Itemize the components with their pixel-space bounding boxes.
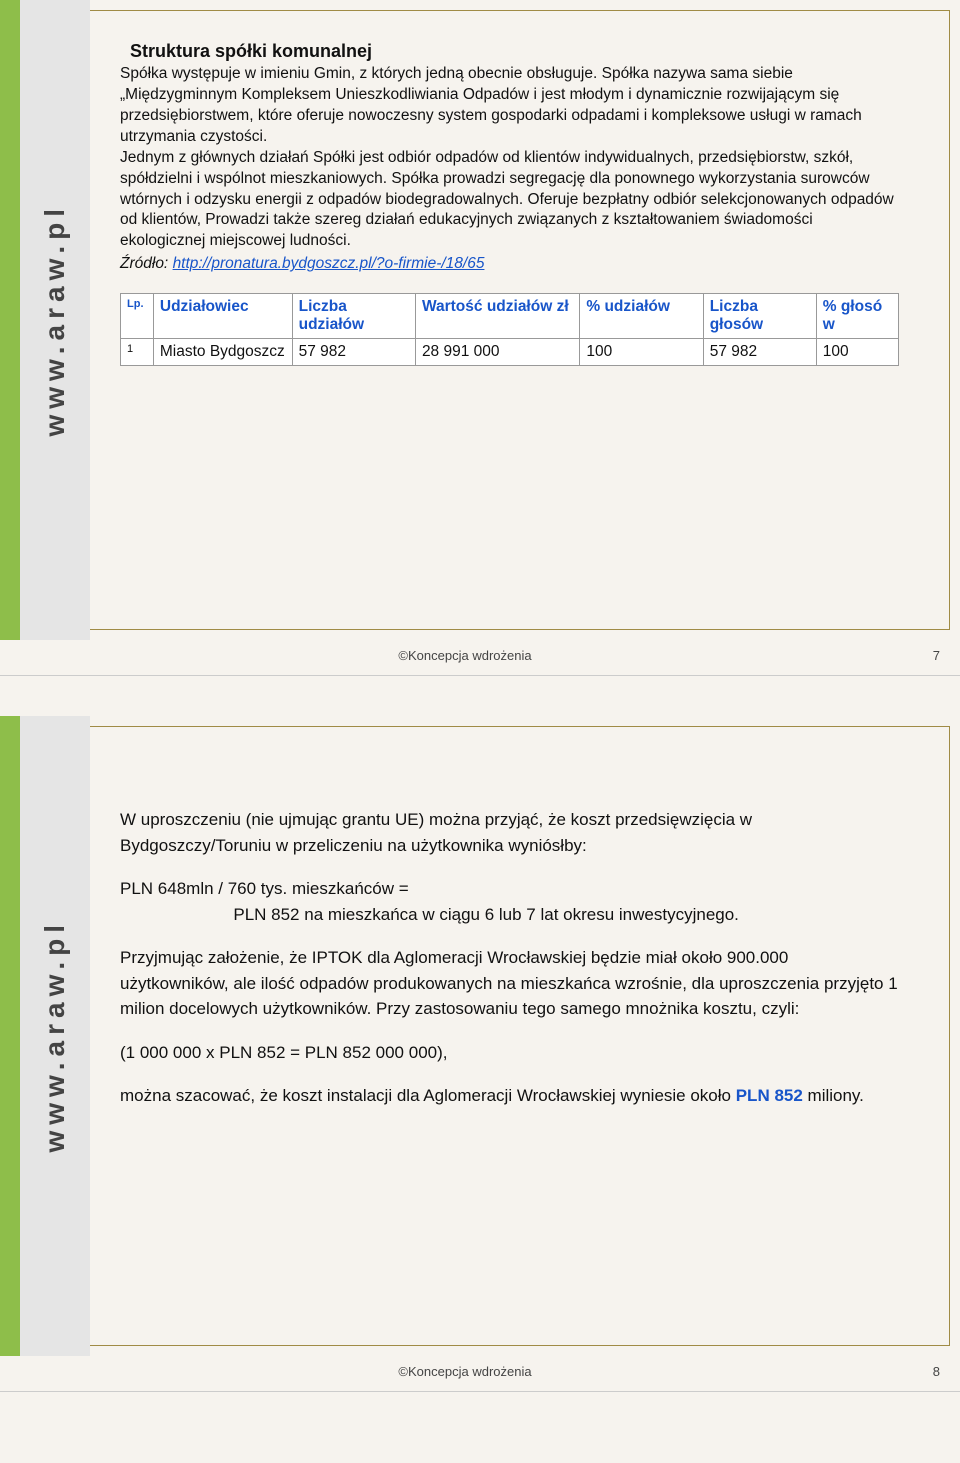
cell-udzialowiec: Miasto Bydgoszcz [153,339,292,366]
brand-text: www.araw.pl [39,919,71,1153]
cell-wartosc: 28 991 000 [415,339,579,366]
slide-footer: ©Koncepcja wdrożenia 7 [0,640,960,675]
calc-line-2-text: PLN 852 na mieszkańca w ciągu 6 lub 7 la… [233,905,739,924]
col-liczba-glosow: Liczba głosów [703,294,816,339]
paragraph-2: Jednym z głównych działań Spółki jest od… [120,148,899,253]
source-line: Źródło: http://pronatura.bydgoszcz.pl/?o… [120,254,899,275]
footer-page-number: 7 [910,648,940,663]
cell-liczba-glosow: 57 982 [703,339,816,366]
col-liczba-udzialow: Liczba udziałów [292,294,415,339]
cell-pct-udzialow: 100 [580,339,703,366]
footer-label: ©Koncepcja wdrożenia [20,648,910,663]
calc-formula: (1 000 000 x PLN 852 = PLN 852 000 000), [120,1040,899,1066]
content-area: Struktura spółki komunalnej Spółka wystę… [90,10,950,630]
paragraph-cost-intro: W uproszczeniu (nie ujmując grantu UE) m… [120,807,899,858]
cell-liczba-udzialow: 57 982 [292,339,415,366]
slide-body: www.araw.pl W uproszczeniu (nie ujmując … [0,716,960,1356]
footer-label: ©Koncepcja wdrożenia [20,1364,910,1379]
green-stripe [0,716,20,1356]
col-lp: Lp. [121,294,154,339]
table-row: 1 Miasto Bydgoszcz 57 982 28 991 000 100… [121,339,899,366]
col-udzialowiec: Udziałowiec [153,294,292,339]
section-heading: Struktura spółki komunalnej [130,41,899,62]
shareholders-table: Lp. Udziałowiec Liczba udziałów Wartość … [120,293,899,366]
cell-pct-glosow: 100 [816,339,898,366]
col-pct-udzialow: % udziałów [580,294,703,339]
paragraph-1: Spółka występuje w imieniu Gmin, z który… [120,64,899,148]
col-pct-glosow: % głosó w [816,294,898,339]
source-label: Źródło: [120,255,173,272]
paragraph-result: można szacować, że koszt instalacji dla … [120,1083,899,1109]
result-prefix: można szacować, że koszt instalacji dla … [120,1086,736,1105]
slide-body: www.araw.pl Struktura spółki komunalnej … [0,0,960,640]
result-amount: PLN 852 [736,1086,803,1105]
paragraph-assumption: Przyjmując założenie, że IPTOK dla Aglom… [120,945,899,1022]
source-link[interactable]: http://pronatura.bydgoszcz.pl/?o-firmie-… [173,255,485,272]
slide-footer: ©Koncepcja wdrożenia 8 [0,1356,960,1391]
footer-page-number: 8 [910,1364,940,1379]
green-stripe [0,0,20,640]
calc-line-1: PLN 648mln / 760 tys. mieszkańców = [120,876,899,902]
result-suffix: miliony. [803,1086,864,1105]
calc-line-2: PLN 852 na mieszkańca w ciągu 6 lub 7 la… [120,902,899,928]
slide-7: www.araw.pl Struktura spółki komunalnej … [0,0,960,676]
table-header-row: Lp. Udziałowiec Liczba udziałów Wartość … [121,294,899,339]
brand-text: www.araw.pl [39,203,71,437]
brand-column: www.araw.pl [20,0,90,640]
col-wartosc: Wartość udziałów zł [415,294,579,339]
content-area: W uproszczeniu (nie ujmując grantu UE) m… [90,726,950,1346]
slide-8: www.araw.pl W uproszczeniu (nie ujmując … [0,716,960,1392]
cell-lp: 1 [121,339,154,366]
brand-column: www.araw.pl [20,716,90,1356]
